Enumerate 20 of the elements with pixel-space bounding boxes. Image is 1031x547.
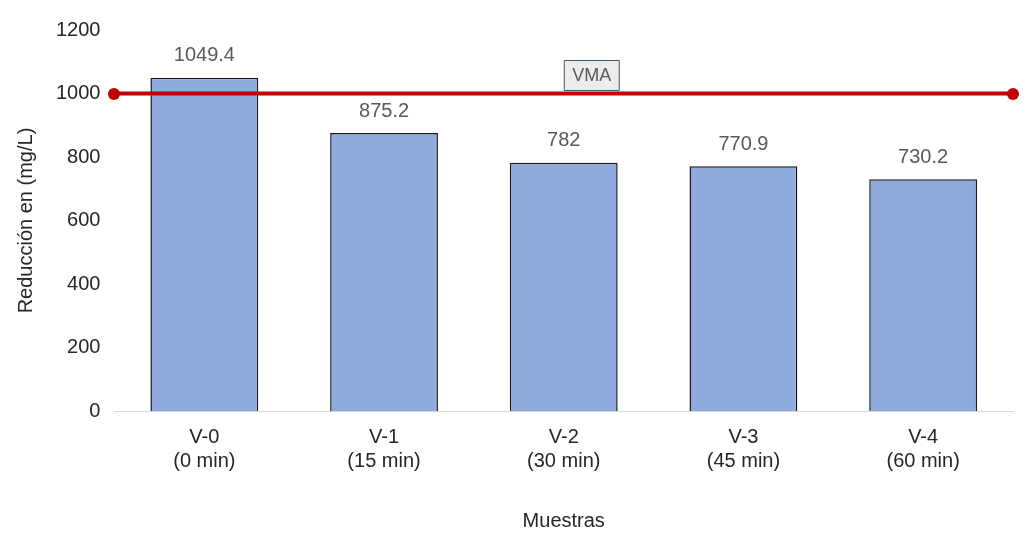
y-tick-label: 200 xyxy=(67,335,101,358)
data-label: 782 xyxy=(547,128,581,151)
x-tick-label: V-0 (0 min) xyxy=(173,424,236,471)
data-label: 770.9 xyxy=(718,131,769,154)
y-tick-label: 0 xyxy=(89,398,101,421)
ref-line-label: VMA xyxy=(572,65,612,86)
y-tick-label: 1200 xyxy=(55,17,101,40)
x-axis-title: Muestras xyxy=(522,508,605,531)
y-tick-label: 800 xyxy=(67,144,101,167)
x-tick-label: V-4 (60 min) xyxy=(886,424,960,471)
data-label: 875.2 xyxy=(359,98,410,121)
y-tick-label: 400 xyxy=(67,271,101,294)
data-label: 1049.4 xyxy=(173,43,235,66)
x-tick-label: V-3 (45 min) xyxy=(706,424,781,471)
y-tick-label: 1000 xyxy=(55,81,101,104)
x-tick-label: V-1 (15 min) xyxy=(347,424,421,471)
data-label: 730.2 xyxy=(898,144,949,167)
x-tick-label: V-2 (30 min) xyxy=(527,424,601,471)
y-tick-label: 600 xyxy=(67,208,101,231)
y-axis-title: Reducción en (mg/L) xyxy=(13,127,36,314)
